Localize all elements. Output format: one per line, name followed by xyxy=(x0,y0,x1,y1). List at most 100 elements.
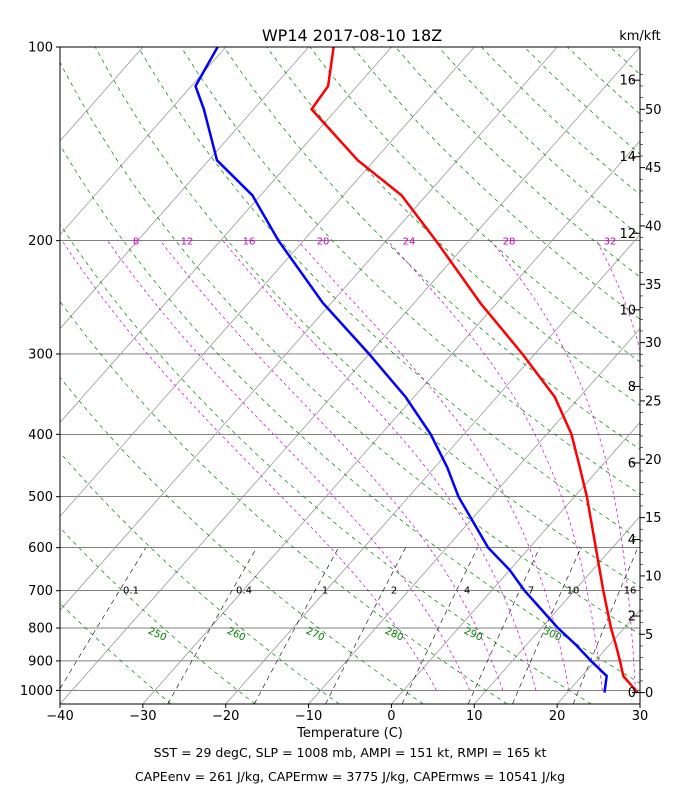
kft-tick-label: 5 xyxy=(645,628,653,643)
dry-adiabat xyxy=(653,47,700,704)
isotherm xyxy=(60,47,61,48)
dry-adiabat xyxy=(309,47,640,363)
dry-adiabat-label: 270 xyxy=(304,626,326,644)
x-tick-label: 10 xyxy=(466,709,483,724)
dry-adiabat-label: 290 xyxy=(462,626,484,644)
dry-adiabat xyxy=(60,144,640,684)
moist-adiabat-label: 8 xyxy=(133,237,139,248)
footer-line-2: CAPEenv = 261 J/kg, CAPErmw = 3775 J/kg,… xyxy=(134,769,566,784)
mixing-line xyxy=(467,547,540,704)
dry-adiabat xyxy=(60,300,508,704)
dry-adiabat xyxy=(524,47,640,155)
y-tick-label: 100 xyxy=(28,41,53,56)
dry-adiabat xyxy=(696,47,700,704)
mixing-line xyxy=(401,547,478,704)
dry-adiabat xyxy=(60,61,640,635)
kft-tick-label: 35 xyxy=(645,278,662,293)
x-tick-label: −20 xyxy=(212,709,239,724)
isotherm xyxy=(391,421,640,704)
mixing-line-label: 2 xyxy=(391,586,397,597)
dry-adiabat xyxy=(60,602,172,704)
isotherm xyxy=(60,47,227,236)
moist-adiabat xyxy=(689,241,700,691)
dry-adiabat xyxy=(60,527,256,704)
right-axis-label: km/kft xyxy=(619,29,661,44)
moist-adiabat xyxy=(160,240,504,691)
dry-adiabat xyxy=(266,47,640,406)
isotherm xyxy=(60,47,310,330)
dry-adiabat xyxy=(609,47,640,75)
isotherm xyxy=(60,47,640,704)
mixing-line-label: 16 xyxy=(624,586,637,597)
footer-line-1: SST = 29 degC, SLP = 1008 mb, AMPI = 151… xyxy=(153,745,547,760)
km-tick-label: 2 xyxy=(628,610,636,625)
y-tick-label: 400 xyxy=(28,428,53,443)
mixing-line-label: 1 xyxy=(322,586,328,597)
temperature-profile xyxy=(309,47,639,694)
moist-adiabat-label: 32 xyxy=(604,237,617,248)
moist-adiabat-label: 16 xyxy=(243,237,256,248)
kft-tick-label: 40 xyxy=(645,219,662,234)
km-tick-label: 10 xyxy=(619,303,636,318)
km-tick-label: 4 xyxy=(628,533,636,548)
kft-tick-label: 0 xyxy=(645,686,653,701)
dry-adiabat-label: 250 xyxy=(146,626,168,644)
x-tick-label: 20 xyxy=(549,709,566,724)
y-tick-label: 1000 xyxy=(20,684,53,699)
mixing-line xyxy=(512,547,582,704)
isotherm xyxy=(639,703,640,704)
x-tick-label: 0 xyxy=(387,709,395,724)
x-tick-label: −30 xyxy=(129,709,156,724)
x-tick-label: −10 xyxy=(295,709,322,724)
isotherm xyxy=(308,328,640,704)
mixing-line xyxy=(60,547,147,690)
dry-adiabat xyxy=(481,47,640,196)
kft-tick-label: 30 xyxy=(645,336,662,351)
x-tick-label: −40 xyxy=(46,709,73,724)
dry-adiabat xyxy=(180,47,640,495)
chart-title: WP14 2017-08-10 18Z xyxy=(262,26,442,45)
moist-adiabat-label: 12 xyxy=(181,237,194,248)
kft-tick-label: 20 xyxy=(645,453,662,468)
moist-adiabat xyxy=(490,240,636,691)
mixing-line-label: 0.4 xyxy=(236,586,252,597)
mixing-line xyxy=(572,547,639,704)
isotherm xyxy=(473,515,640,704)
isotherm xyxy=(556,609,640,704)
dry-adiabat xyxy=(438,47,640,237)
plot-frame xyxy=(59,46,641,705)
y-tick-label: 800 xyxy=(28,622,53,637)
y-tick-label: 200 xyxy=(28,234,53,249)
x-tick-label: 30 xyxy=(632,709,649,724)
mixing-line-label: 0.1 xyxy=(123,586,139,597)
dry-adiabat xyxy=(137,47,640,541)
dry-adiabat xyxy=(223,47,640,450)
dry-adiabat-label: 280 xyxy=(383,626,405,644)
y-tick-label: 600 xyxy=(28,541,53,556)
moist-adiabat xyxy=(222,240,537,691)
km-tick-label: 14 xyxy=(619,150,636,165)
kft-tick-label: 15 xyxy=(645,511,662,526)
mixing-line-label: 7 xyxy=(528,586,534,597)
dry-adiabat xyxy=(60,223,592,704)
moist-adiabat-label: 20 xyxy=(317,237,330,248)
y-tick-label: 300 xyxy=(28,347,53,362)
x-axis-label: Temperature (C) xyxy=(296,726,403,741)
dry-adiabat xyxy=(352,47,640,320)
moist-adiabat-label: 24 xyxy=(403,237,416,248)
dry-adiabat xyxy=(395,47,640,278)
dry-adiabat xyxy=(60,376,424,704)
kft-tick-label: 45 xyxy=(645,161,662,176)
mixing-line-label: 10 xyxy=(567,586,580,597)
isotherm xyxy=(60,47,392,424)
isotherm xyxy=(225,234,640,704)
dry-adiabat-label: 260 xyxy=(225,626,247,644)
km-tick-label: 12 xyxy=(619,227,636,242)
km-tick-label: 16 xyxy=(619,74,636,89)
kft-tick-label: 25 xyxy=(645,394,662,409)
moist-adiabat xyxy=(297,240,570,691)
moist-adiabat-label: 28 xyxy=(503,237,516,248)
isotherm xyxy=(60,47,144,142)
mixing-line xyxy=(325,547,406,704)
